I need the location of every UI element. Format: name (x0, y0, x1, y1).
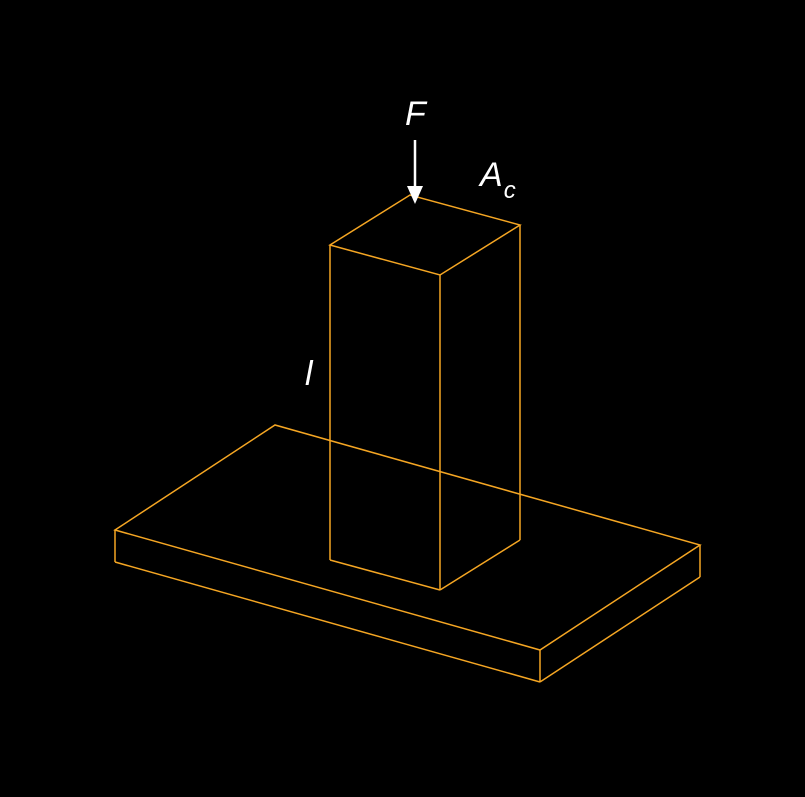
force-arrow (407, 140, 423, 204)
label-force: F (405, 95, 428, 133)
base-edge (115, 562, 540, 682)
column-on-base-diagram: F Ac l (0, 0, 805, 797)
base-edge (540, 577, 700, 682)
column-top-face (330, 195, 520, 275)
column-base-edge (440, 540, 520, 590)
label-length: l (305, 355, 314, 393)
label-area: Ac (478, 156, 516, 204)
base-top-face (115, 425, 700, 650)
column-base-edge (330, 560, 440, 590)
